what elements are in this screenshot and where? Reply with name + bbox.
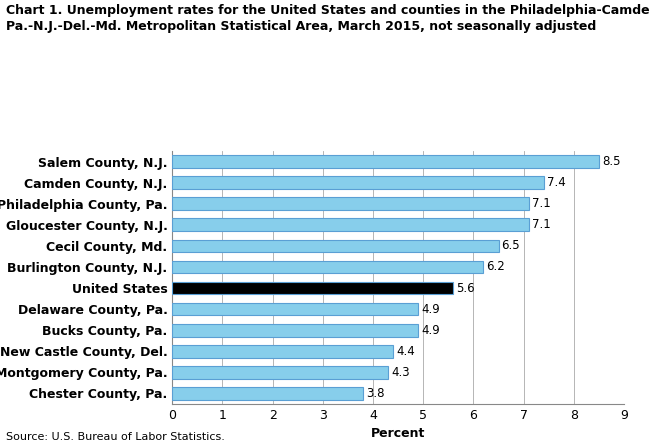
Bar: [172, 282, 453, 294]
Bar: [172, 198, 528, 210]
Text: 5.6: 5.6: [456, 281, 475, 294]
Text: Source: U.S. Bureau of Labor Statistics.: Source: U.S. Bureau of Labor Statistics.: [6, 432, 226, 442]
Text: 4.9: 4.9: [421, 324, 440, 337]
Bar: [172, 366, 388, 379]
Text: 4.3: 4.3: [391, 366, 410, 379]
Text: 6.2: 6.2: [486, 261, 505, 274]
Bar: [172, 240, 499, 252]
Bar: [172, 345, 393, 358]
Text: Chart 1. Unemployment rates for the United States and counties in the Philadelph: Chart 1. Unemployment rates for the Unit…: [6, 4, 650, 33]
Bar: [172, 176, 543, 189]
Text: 7.1: 7.1: [532, 218, 551, 231]
Text: 8.5: 8.5: [602, 155, 620, 168]
Text: 3.8: 3.8: [366, 387, 385, 400]
Text: 7.1: 7.1: [532, 197, 551, 210]
Bar: [172, 155, 599, 168]
X-axis label: Percent: Percent: [371, 428, 425, 440]
Bar: [172, 218, 528, 231]
Text: 4.9: 4.9: [421, 303, 440, 316]
Bar: [172, 324, 418, 337]
Bar: [172, 261, 484, 274]
Text: 4.4: 4.4: [396, 345, 415, 358]
Bar: [172, 387, 363, 400]
Text: 7.4: 7.4: [547, 176, 566, 189]
Text: 6.5: 6.5: [502, 239, 520, 252]
Bar: [172, 303, 418, 315]
